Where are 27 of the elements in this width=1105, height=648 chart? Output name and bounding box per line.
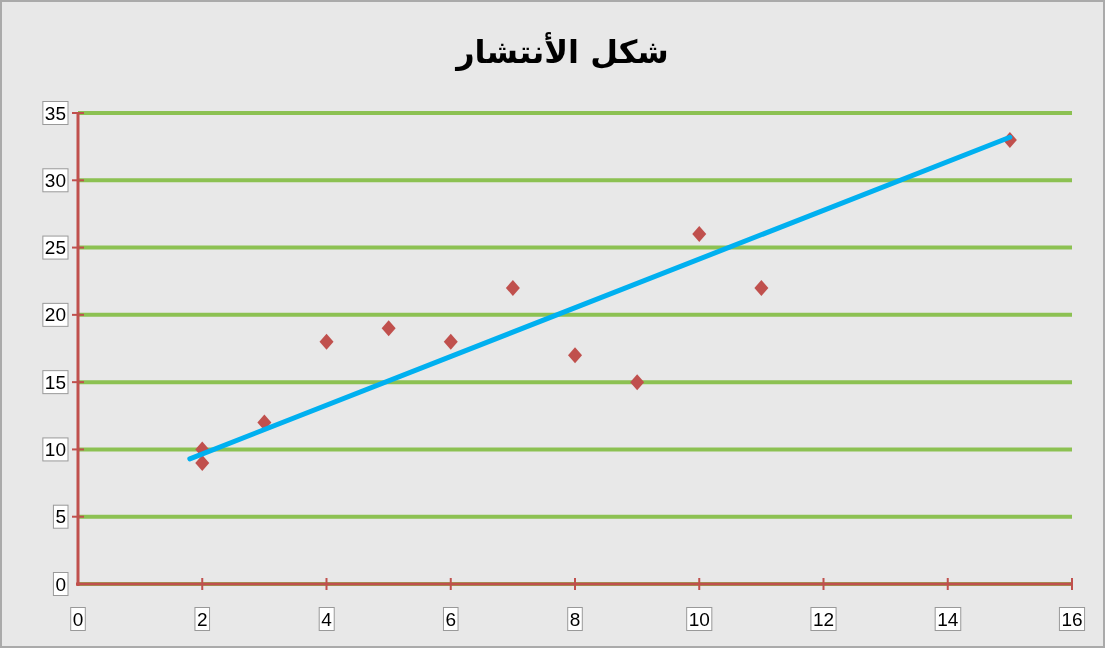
x-tick-label: 8 — [569, 608, 581, 630]
point — [195, 454, 210, 471]
point — [443, 333, 458, 350]
point — [754, 279, 769, 296]
y-tick-label: 35 — [44, 102, 66, 124]
y-tick-label: 25 — [44, 237, 66, 259]
y-tick-label: 15 — [44, 371, 66, 393]
y-tick-label: 5 — [55, 506, 66, 528]
x-tick-label: 14 — [937, 608, 959, 630]
chart-title: شكل الأنتشار — [454, 32, 669, 71]
y-tick-label: 20 — [44, 304, 66, 326]
point — [319, 333, 334, 350]
x-tick-label: 12 — [812, 608, 835, 630]
x-tick-label: 2 — [196, 608, 208, 630]
point — [505, 279, 520, 296]
point — [692, 226, 707, 243]
x-tick-label: 6 — [445, 608, 457, 630]
x-tick-label: 0 — [72, 608, 84, 630]
point — [381, 320, 396, 337]
point — [568, 347, 582, 364]
x-tick-label: 10 — [688, 608, 710, 630]
y-tick-label: 10 — [44, 438, 66, 460]
x-tick-label: 16 — [1061, 608, 1083, 630]
y-tick-label: 0 — [55, 573, 66, 595]
y-tick-label: 30 — [44, 169, 66, 191]
x-tick-label: 4 — [321, 608, 333, 630]
point — [630, 374, 645, 391]
